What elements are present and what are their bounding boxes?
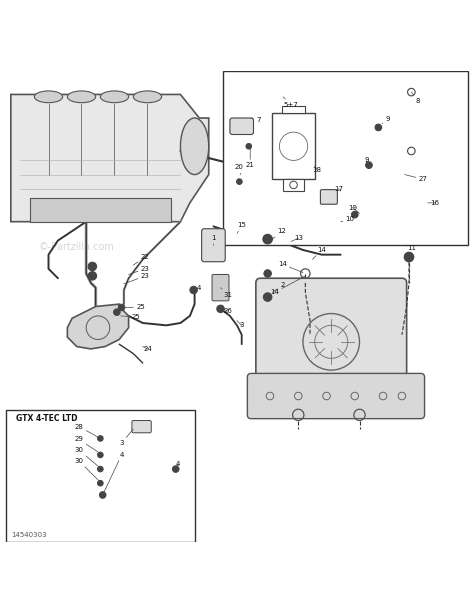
Text: GTX 4-TEC LTD: GTX 4-TEC LTD: [16, 414, 77, 423]
Text: 1: 1: [211, 235, 216, 245]
Circle shape: [98, 466, 103, 472]
Circle shape: [264, 293, 272, 302]
Circle shape: [375, 124, 382, 131]
Text: 9: 9: [382, 116, 390, 124]
Bar: [223, 71, 468, 245]
Text: 3: 3: [119, 429, 133, 446]
FancyBboxPatch shape: [201, 229, 225, 262]
Circle shape: [98, 452, 103, 458]
Text: 27: 27: [405, 175, 428, 182]
Text: 30: 30: [74, 447, 100, 468]
Text: 25: 25: [120, 314, 140, 320]
Text: 5+7: 5+7: [283, 97, 299, 108]
Text: 19: 19: [348, 205, 359, 213]
Bar: [273, 113, 315, 179]
Circle shape: [100, 492, 106, 498]
Text: 31: 31: [220, 287, 232, 298]
Text: 11: 11: [407, 245, 416, 257]
Text: 9: 9: [365, 158, 369, 165]
Text: © Partzilla.com: © Partzilla.com: [39, 488, 99, 497]
Circle shape: [173, 466, 179, 473]
FancyBboxPatch shape: [230, 118, 254, 134]
Circle shape: [88, 262, 97, 271]
Ellipse shape: [35, 91, 63, 103]
Bar: [283, 179, 304, 191]
Polygon shape: [30, 198, 171, 222]
Ellipse shape: [181, 118, 209, 175]
Circle shape: [190, 286, 197, 294]
Circle shape: [88, 272, 97, 280]
Text: 12: 12: [273, 228, 286, 239]
Circle shape: [237, 179, 242, 185]
Text: 4: 4: [194, 284, 201, 291]
Text: 3: 3: [237, 321, 244, 329]
Text: 26: 26: [223, 308, 232, 314]
Text: 16: 16: [428, 200, 439, 206]
Bar: [6, 410, 195, 542]
Circle shape: [217, 305, 224, 313]
Text: 8: 8: [411, 92, 420, 104]
Text: 23: 23: [124, 273, 150, 284]
Text: 28: 28: [75, 424, 100, 438]
Text: 18: 18: [313, 166, 321, 173]
Circle shape: [246, 143, 252, 149]
Text: 14: 14: [270, 276, 305, 295]
Text: 30: 30: [74, 458, 100, 482]
Ellipse shape: [133, 91, 162, 103]
Text: 20: 20: [235, 164, 244, 175]
Bar: [282, 106, 305, 113]
Ellipse shape: [67, 91, 96, 103]
Text: 22: 22: [133, 254, 149, 265]
Text: ©-Partzilla.com: ©-Partzilla.com: [39, 242, 115, 252]
Circle shape: [352, 211, 358, 218]
Polygon shape: [11, 94, 209, 222]
Circle shape: [98, 436, 103, 441]
Circle shape: [404, 253, 414, 262]
Circle shape: [365, 162, 372, 169]
Text: 14540303: 14540303: [11, 533, 46, 538]
Text: 21: 21: [246, 147, 255, 168]
Polygon shape: [67, 304, 128, 349]
Text: 17: 17: [334, 186, 343, 192]
Text: 23: 23: [128, 266, 150, 275]
FancyBboxPatch shape: [132, 421, 151, 433]
Circle shape: [264, 270, 272, 277]
Text: 14: 14: [312, 247, 326, 259]
Text: 14: 14: [278, 261, 303, 273]
Ellipse shape: [100, 91, 128, 103]
Circle shape: [98, 481, 103, 486]
Circle shape: [114, 309, 120, 316]
Text: 4: 4: [176, 462, 180, 469]
Circle shape: [263, 234, 273, 244]
Text: 2: 2: [273, 283, 284, 292]
Text: 13: 13: [291, 235, 303, 242]
FancyBboxPatch shape: [256, 278, 407, 405]
Text: © Partzilla.com: © Partzilla.com: [322, 299, 397, 308]
FancyBboxPatch shape: [320, 189, 337, 204]
Text: 25: 25: [125, 305, 145, 310]
Text: 4: 4: [103, 452, 124, 495]
FancyBboxPatch shape: [212, 275, 229, 301]
Text: 10: 10: [341, 216, 355, 223]
Text: 24: 24: [143, 346, 152, 352]
Circle shape: [118, 304, 125, 311]
Text: 15: 15: [237, 223, 246, 234]
Text: 7: 7: [251, 117, 260, 123]
FancyBboxPatch shape: [247, 373, 425, 419]
Text: 29: 29: [75, 436, 100, 454]
